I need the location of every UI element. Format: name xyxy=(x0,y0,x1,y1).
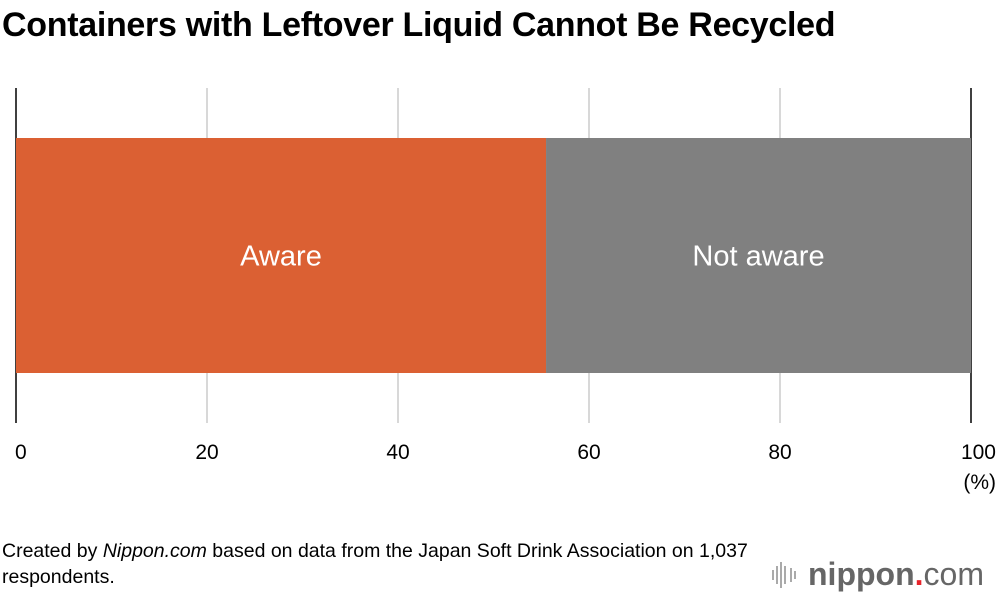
bar-segment xyxy=(16,138,547,373)
x-tick-label: 100 xyxy=(961,441,996,464)
bar-label: Not aware xyxy=(692,241,824,273)
bar-label: Aware xyxy=(240,241,322,273)
bar-segment xyxy=(546,138,971,373)
logo-text: nippon.com xyxy=(808,558,984,592)
x-tick-label: 60 xyxy=(577,441,600,464)
source-site: Nippon.com xyxy=(102,540,207,562)
chart-title: Containers with Leftover Liquid Cannot B… xyxy=(2,6,836,44)
x-tick-label: 20 xyxy=(195,441,218,464)
x-tick-label: 0 xyxy=(15,441,27,464)
source-suffix: based on data from the Japan Soft Drink … xyxy=(2,540,748,588)
stacked-bar-chart: Aware Not aware 0 20 40 60 80 100 (%) xyxy=(15,88,996,494)
nippon-logo: nippon.com xyxy=(770,556,1000,599)
source-note: Created by Nippon.com based on data from… xyxy=(2,538,762,590)
logo-bars-icon xyxy=(772,562,796,588)
x-tick-label: 80 xyxy=(768,441,791,464)
x-unit-label: (%) xyxy=(963,471,996,494)
source-prefix: Created by xyxy=(2,540,103,562)
x-tick-label: 40 xyxy=(386,441,409,464)
